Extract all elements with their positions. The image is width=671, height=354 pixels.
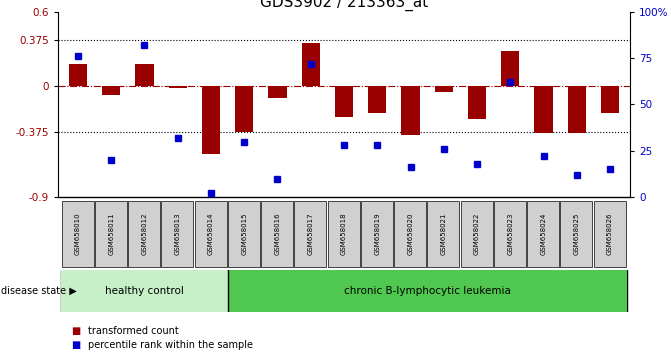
Bar: [268, 86, 287, 98]
FancyBboxPatch shape: [162, 201, 193, 267]
Text: ■: ■: [71, 340, 81, 350]
FancyBboxPatch shape: [461, 201, 493, 267]
Text: GSM658014: GSM658014: [208, 213, 214, 255]
Text: GSM658011: GSM658011: [108, 213, 114, 255]
Bar: [368, 86, 386, 113]
Text: chronic B-lymphocytic leukemia: chronic B-lymphocytic leukemia: [344, 286, 511, 296]
Bar: [468, 86, 486, 119]
FancyBboxPatch shape: [227, 270, 627, 312]
Bar: [102, 86, 120, 95]
Bar: [335, 86, 353, 117]
Text: GSM658026: GSM658026: [607, 213, 613, 255]
Text: GSM658023: GSM658023: [507, 213, 513, 255]
Bar: [235, 86, 254, 132]
FancyBboxPatch shape: [95, 201, 127, 267]
Bar: [568, 86, 586, 133]
Bar: [401, 86, 419, 135]
Bar: [301, 43, 320, 86]
FancyBboxPatch shape: [494, 201, 526, 267]
FancyBboxPatch shape: [128, 201, 160, 267]
Text: ■: ■: [71, 326, 81, 336]
FancyBboxPatch shape: [62, 201, 93, 267]
Text: healthy control: healthy control: [105, 286, 184, 296]
FancyBboxPatch shape: [594, 201, 625, 267]
Text: percentile rank within the sample: percentile rank within the sample: [88, 340, 253, 350]
Bar: [69, 64, 87, 86]
FancyBboxPatch shape: [261, 201, 293, 267]
Text: GSM658022: GSM658022: [474, 213, 480, 255]
Text: GSM658010: GSM658010: [75, 213, 81, 255]
FancyBboxPatch shape: [228, 201, 260, 267]
Text: GSM658024: GSM658024: [541, 213, 547, 255]
Text: GSM658013: GSM658013: [174, 213, 180, 255]
Bar: [136, 64, 154, 86]
Bar: [601, 86, 619, 113]
Text: disease state ▶: disease state ▶: [1, 286, 76, 296]
Bar: [501, 51, 519, 86]
Text: GSM658017: GSM658017: [308, 213, 314, 255]
FancyBboxPatch shape: [61, 270, 227, 312]
Title: GDS3902 / 213363_at: GDS3902 / 213363_at: [260, 0, 428, 11]
Text: GSM658012: GSM658012: [142, 213, 148, 255]
FancyBboxPatch shape: [527, 201, 559, 267]
Text: GSM658020: GSM658020: [407, 213, 413, 255]
Text: GSM658016: GSM658016: [274, 213, 280, 255]
Bar: [435, 86, 453, 92]
Text: GSM658019: GSM658019: [374, 213, 380, 255]
FancyBboxPatch shape: [327, 201, 360, 267]
FancyBboxPatch shape: [395, 201, 426, 267]
FancyBboxPatch shape: [295, 201, 326, 267]
Text: GSM658025: GSM658025: [574, 213, 580, 255]
FancyBboxPatch shape: [560, 201, 592, 267]
FancyBboxPatch shape: [195, 201, 227, 267]
Bar: [168, 86, 187, 88]
FancyBboxPatch shape: [427, 201, 460, 267]
Text: GSM658018: GSM658018: [341, 213, 347, 255]
FancyBboxPatch shape: [361, 201, 393, 267]
Bar: [534, 86, 553, 133]
Bar: [202, 86, 220, 154]
Text: GSM658015: GSM658015: [242, 213, 247, 255]
Text: transformed count: transformed count: [88, 326, 179, 336]
Text: GSM658021: GSM658021: [441, 213, 447, 255]
